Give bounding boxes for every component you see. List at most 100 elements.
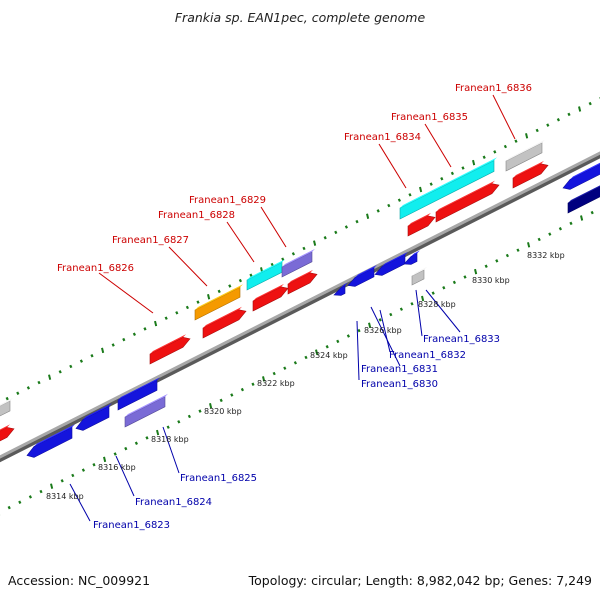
gene-6831[interactable] xyxy=(347,267,375,287)
tick-mark xyxy=(249,273,253,277)
gene-6835-bevel xyxy=(436,180,495,212)
tick-mark xyxy=(281,257,285,261)
tick-mark xyxy=(175,311,179,315)
gene-label-6826[interactable]: Franean1_6826 xyxy=(57,263,134,274)
tick-mark xyxy=(113,452,117,456)
gene-6826[interactable] xyxy=(149,336,191,365)
tick-mark xyxy=(580,215,584,221)
gene-label-6828[interactable]: Franean1_6828 xyxy=(158,210,235,221)
gene-6831-bevel xyxy=(355,264,377,278)
tick-mark xyxy=(122,337,126,342)
gene-label-6827[interactable]: Franean1_6827 xyxy=(112,235,189,246)
tick-mark xyxy=(378,318,382,322)
tick-mark xyxy=(397,198,401,202)
tick-mark xyxy=(90,354,94,358)
gene-6825-bevel xyxy=(125,393,168,417)
tick-mark xyxy=(368,322,372,329)
tick-mark xyxy=(209,402,213,409)
gene-red-b[interactable] xyxy=(202,309,247,339)
tick-mark xyxy=(185,305,189,310)
gene-navy-right-bevel xyxy=(568,185,600,203)
gene-blue-a-bevel xyxy=(118,377,160,400)
tick-mark xyxy=(472,159,476,166)
tick-mark xyxy=(389,312,393,317)
tick-mark xyxy=(578,106,582,112)
tick-mark xyxy=(124,446,128,451)
gene-6832-bevel xyxy=(382,251,408,267)
tick-mark xyxy=(567,112,571,117)
gene-label-6833[interactable]: Franean1_6833 xyxy=(423,334,500,345)
tick-mark xyxy=(291,252,295,256)
tick-mark xyxy=(217,289,221,294)
tick-mark xyxy=(408,193,412,197)
tick-mark xyxy=(399,307,403,311)
gene-6824[interactable] xyxy=(75,405,110,431)
tick-mark xyxy=(92,463,96,467)
gene-blue-right-bevel xyxy=(570,162,600,180)
gene-red-f[interactable] xyxy=(512,163,549,189)
tick-mark xyxy=(18,500,22,504)
tick-mark xyxy=(325,345,329,349)
tick-mark xyxy=(514,139,518,143)
gene-label-6835[interactable]: Franean1_6835 xyxy=(391,112,468,123)
tick-mark xyxy=(81,468,85,472)
leader-line xyxy=(379,309,391,353)
gene-6830-bevel xyxy=(341,282,348,288)
gene-red-e[interactable] xyxy=(407,215,436,237)
gene-label-6823[interactable]: Franean1_6823 xyxy=(93,520,170,531)
tick-label-8330: 8330 kbp xyxy=(472,276,510,285)
tick-mark xyxy=(569,221,573,226)
leader-line xyxy=(69,483,91,522)
tick-mark xyxy=(28,495,32,499)
leader-line xyxy=(415,289,423,337)
accession-text: Accession: NC_009921 xyxy=(8,573,150,588)
tick-mark xyxy=(156,429,160,436)
tick-mark xyxy=(60,479,64,483)
tick-mark xyxy=(251,382,255,386)
tick-mark xyxy=(5,396,9,401)
gene-6829-bevel xyxy=(282,248,315,267)
bottom-gene-labels: Franean1_6823 Franean1_6824 Franean1_682… xyxy=(93,334,500,531)
tick-mark xyxy=(313,240,317,246)
gene-red-left-edge[interactable] xyxy=(0,427,15,446)
gene-blue-right[interactable] xyxy=(562,162,600,190)
leader-line xyxy=(115,455,135,497)
tick-mark xyxy=(440,177,444,181)
tick-mark xyxy=(187,414,191,419)
gene-label-6834[interactable]: Franean1_6834 xyxy=(344,132,421,143)
gene-label-6825[interactable]: Franean1_6825 xyxy=(180,473,257,484)
top-gene-labels: Franean1_6826 Franean1_6827 Franean1_682… xyxy=(57,83,532,274)
tick-mark xyxy=(537,237,541,242)
tick-mark xyxy=(376,209,380,213)
leader-line xyxy=(424,123,452,168)
gene-label-6836[interactable]: Franean1_6836 xyxy=(455,83,532,94)
tick-mark xyxy=(461,166,465,170)
gene-6828-bevel xyxy=(247,259,285,280)
gene-label-6831[interactable]: Franean1_6831 xyxy=(361,364,438,375)
tick-mark xyxy=(50,483,54,489)
gene-6832[interactable] xyxy=(374,254,406,276)
gene-6827-bevel xyxy=(195,284,243,310)
gene-6835[interactable] xyxy=(435,183,500,223)
leader-line xyxy=(370,306,401,367)
gene-6833a[interactable] xyxy=(403,252,418,265)
gene-red-b-bevel xyxy=(203,306,242,328)
tick-mark xyxy=(207,293,211,300)
gene-red-c-bevel xyxy=(253,283,284,301)
gene-6830[interactable] xyxy=(333,284,346,296)
gene-label-6830[interactable]: Franean1_6830 xyxy=(361,379,438,390)
gene-red-c[interactable] xyxy=(252,286,289,312)
gene-navy-right[interactable] xyxy=(567,184,600,214)
tick-mark xyxy=(302,246,306,251)
gene-label-6829[interactable]: Franean1_6829 xyxy=(189,195,266,206)
gene-label-6824[interactable]: Franean1_6824 xyxy=(135,497,212,508)
tick-mark xyxy=(228,284,232,288)
gene-label-6832[interactable]: Franean1_6832 xyxy=(389,350,466,361)
gene-6823[interactable] xyxy=(26,426,73,458)
gene-red-d[interactable] xyxy=(287,272,318,295)
tick-mark xyxy=(495,259,499,263)
tick-mark xyxy=(71,473,75,478)
tick-mark xyxy=(525,133,529,139)
gene-6826-bevel xyxy=(150,334,186,354)
